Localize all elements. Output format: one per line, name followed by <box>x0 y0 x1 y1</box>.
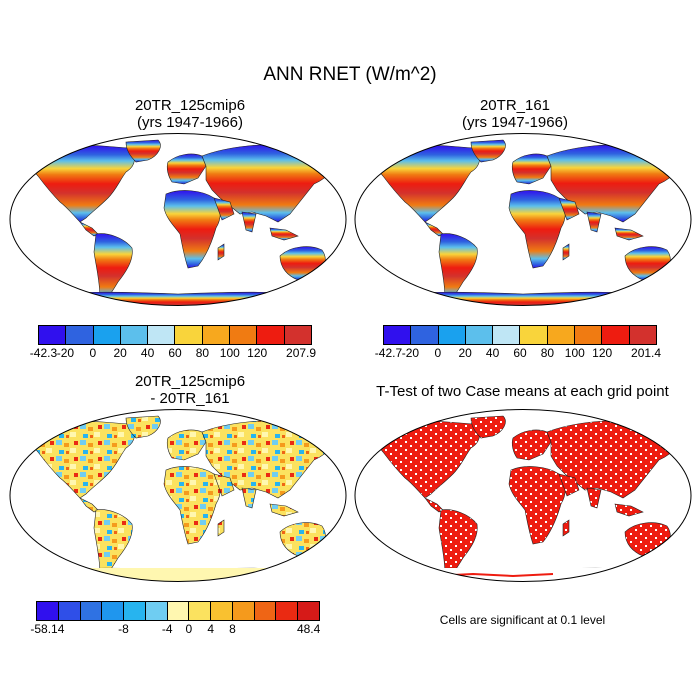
figure-title: ANN RNET (W/m^2) <box>263 64 437 85</box>
colorbar-swatch <box>257 326 285 344</box>
colorbar-swatch <box>175 326 203 344</box>
colorbar-swatch <box>145 602 168 620</box>
map-20tr-161 <box>354 133 692 306</box>
colorbar-label: -42.3 <box>29 346 58 360</box>
colorbar-swatch <box>384 326 412 344</box>
colorbar-swatch <box>167 602 190 620</box>
panel-4-title: T-Test of two Case means at each grid po… <box>376 383 669 400</box>
colorbar-swatch <box>120 326 149 344</box>
colorbar-label: 80 <box>540 346 555 360</box>
colorbar-swatch <box>66 326 94 344</box>
colorbar-swatch <box>124 602 146 620</box>
colorbar-label: -20 <box>401 346 420 360</box>
colorbar-label: 120 <box>592 346 613 360</box>
colorbar-label: 100 <box>564 346 585 360</box>
colorbar-swatch <box>411 326 439 344</box>
colorbar-swatch <box>37 602 59 620</box>
colorbar-swatch <box>276 602 299 620</box>
colorbar-swatch <box>232 602 255 620</box>
colorbar-label: -8 <box>118 622 129 636</box>
colorbar-swatch <box>284 326 311 344</box>
colorbar-label: 40 <box>140 346 155 360</box>
colorbar-swatch <box>202 326 231 344</box>
panel-1-title: 20TR_125cmip6 (yrs 1947-1966) <box>134 97 246 131</box>
colorbar-panel-3 <box>36 601 320 621</box>
colorbar-label: -58.14 <box>30 622 65 636</box>
colorbar-swatch <box>493 326 521 344</box>
colorbar-swatch <box>438 326 466 344</box>
colorbar-swatch <box>575 326 603 344</box>
colorbar-swatch <box>39 326 67 344</box>
colorbar-label: 0 <box>89 346 97 360</box>
colorbar-swatch <box>189 602 212 620</box>
map-difference <box>9 409 347 582</box>
colorbar-panel-1-labels: -42.3 -20 0 20 40 60 80 100 120 207.9 <box>30 346 316 360</box>
colorbar-label: 80 <box>195 346 210 360</box>
colorbar-label: 120 <box>247 346 268 360</box>
significance-note: Cells are significant at 0.1 level <box>439 613 606 627</box>
colorbar-swatch <box>629 326 656 344</box>
colorbar-panel-2-labels: -42.7 -20 0 20 40 60 80 100 120 201.4 <box>375 346 661 360</box>
colorbar-label: -42.7 <box>374 346 403 360</box>
colorbar-panel-1 <box>38 325 312 345</box>
colorbar-label: 60 <box>168 346 182 360</box>
colorbar-label: 207.9 <box>286 346 317 360</box>
colorbar-label: 0 <box>434 346 442 360</box>
colorbar-panel-3-labels: -58.14 -8 -4 0 4 8 48.4 <box>30 622 321 636</box>
colorbar-swatch <box>465 326 494 344</box>
colorbar-swatch <box>298 602 319 620</box>
colorbar-label: 100 <box>219 346 240 360</box>
colorbar-label: 48.4 <box>296 622 321 636</box>
colorbar-swatch <box>93 326 121 344</box>
colorbar-label: 4 <box>207 622 214 636</box>
map-significance <box>354 409 692 582</box>
colorbar-label: 60 <box>513 346 527 360</box>
colorbar-swatch <box>230 326 258 344</box>
colorbar-swatch <box>80 602 103 620</box>
colorbar-swatch <box>547 326 576 344</box>
colorbar-label: 40 <box>485 346 500 360</box>
colorbar-label: 201.4 <box>631 346 662 360</box>
map-20tr-125cmip6 <box>9 133 347 306</box>
colorbar-swatch <box>148 326 176 344</box>
colorbar-panel-2 <box>383 325 657 345</box>
colorbar-label: 8 <box>229 622 236 636</box>
panel-3-title: 20TR_125cmip6- 20TR_161 <box>134 373 246 407</box>
colorbar-label: 20 <box>113 346 127 360</box>
colorbar-swatch <box>602 326 630 344</box>
colorbar-swatch <box>211 602 233 620</box>
colorbar-swatch <box>254 602 277 620</box>
colorbar-swatch <box>102 602 125 620</box>
panel-2-title: 20TR_161 (yrs 1947-1966) <box>462 97 568 131</box>
colorbar-swatch <box>58 602 81 620</box>
colorbar-label: 0 <box>185 622 193 636</box>
colorbar-swatch <box>520 326 548 344</box>
colorbar-label: -20 <box>56 346 75 360</box>
colorbar-label: 20 <box>458 346 472 360</box>
colorbar-label: -4 <box>161 622 173 636</box>
